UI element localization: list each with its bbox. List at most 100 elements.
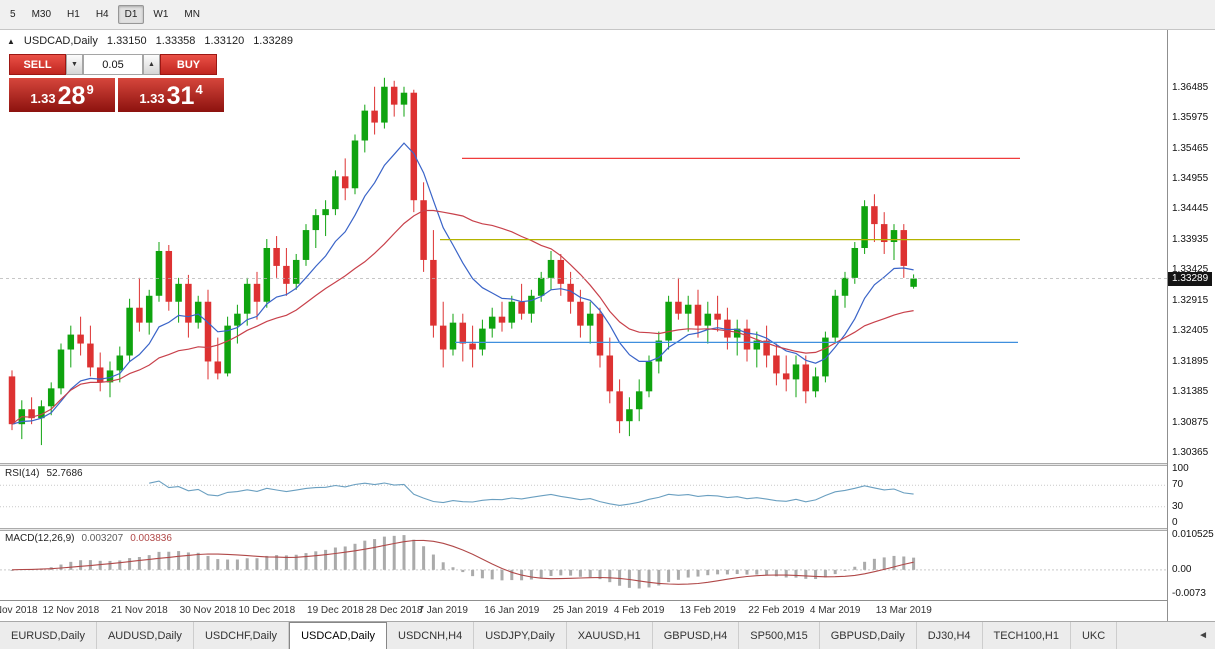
price-axis-label: 1.31895 [1172, 355, 1209, 367]
price-axis-label: 1.31385 [1172, 386, 1209, 398]
quote-row: 1.33 28 9 1.33 31 4 [9, 78, 228, 112]
macd-pane-svg[interactable] [0, 531, 1167, 600]
price-axis-label: 1.33425 [1172, 264, 1209, 276]
macd-axis-label: 0.00 [1172, 563, 1192, 575]
time-axis-label: 21 Nov 2018 [111, 605, 168, 616]
rsi-axis-label: 30 [1172, 500, 1184, 512]
chart-tab-usdchf[interactable]: USDCHF,Daily [194, 622, 290, 649]
timeframe-button-5[interactable]: 5 [10, 9, 16, 20]
time-axis-label: 7 Jan 2019 [418, 605, 468, 616]
time-axis-label: 19 Dec 2018 [307, 605, 364, 616]
candles-group [8, 77, 917, 446]
timeframe-button-w1[interactable]: W1 [153, 9, 169, 20]
price-axis: 1.36485 1.35975 1.35465 1.34955 1.34445 1.339… [1167, 30, 1215, 621]
macd-histogram [10, 535, 916, 589]
chart-tab-sp500[interactable]: SP500,M15 [739, 622, 820, 649]
time-axis-label: 25 Jan 2019 [552, 605, 608, 616]
sell-price-sup: 9 [86, 82, 94, 97]
rsi-value: 52.7686 [46, 468, 83, 479]
rsi-pane-svg[interactable] [0, 466, 1167, 528]
time-axis: 2 Nov 2018 12 Nov 2018 21 Nov 2018 30 Nov 2… [0, 600, 1167, 621]
rsi-axis-label: 100 [1172, 463, 1189, 474]
rsi-line [149, 480, 914, 506]
time-axis-label: 4 Mar 2019 [809, 605, 861, 616]
chart-tab-usdcad[interactable]: USDCAD,Daily [289, 622, 388, 649]
macd-signal-value: 0.003836 [130, 533, 172, 544]
rsi-splitter[interactable] [0, 463, 1215, 466]
rsi-pane[interactable]: RSI(14) 52.7686 [0, 466, 1167, 528]
rsi-axis-label: 70 [1172, 479, 1184, 491]
chart-tab-gbpusd[interactable]: GBPUSD,Daily [820, 622, 917, 649]
timeframe-toolbar: 5 M30 H1 H4 D1 W1 MN [0, 0, 1215, 30]
ohlc-open-value: 1.33150 [106, 35, 147, 47]
macd-main-value: 0.003207 [81, 533, 124, 544]
macd-splitter[interactable] [0, 528, 1215, 531]
symbol-title: USDCAD,Daily [23, 35, 98, 47]
ohlc-close-value: 1.33289 [253, 35, 293, 47]
macd-pane[interactable]: MACD(12,26,9) 0.003207 0.003836 [0, 531, 1167, 600]
volume-input[interactable] [83, 54, 143, 75]
price-axis-label: 1.30365 [1172, 447, 1209, 459]
chart-tab-usdjpy[interactable]: USDJPY,Daily [474, 622, 567, 649]
price-pane-svg[interactable] [0, 30, 1167, 463]
time-axis-label: 2 Nov 2018 [0, 605, 38, 616]
buy-button[interactable]: BUY [160, 54, 217, 75]
price-axis-label: 1.34445 [1172, 203, 1209, 215]
time-axis-label: 16 Jan 2019 [484, 605, 540, 616]
time-axis-label: 10 Dec 2018 [238, 605, 296, 616]
chart-tab-tech100[interactable]: TECH100,H1 [983, 622, 1071, 649]
price-axis-label: 1.35465 [1172, 142, 1209, 154]
chart-area: ▲ USDCAD,Daily 1.33150 1.33358 1.33120 1… [0, 30, 1215, 621]
timeframe-button-h1[interactable]: H1 [67, 9, 80, 20]
macd-axis-label: -0.0073 [1172, 588, 1206, 599]
chart-tab-audusd[interactable]: AUDUSD,Daily [97, 622, 194, 649]
chart-tab-gbpusd[interactable]: GBPUSD,H4 [653, 622, 740, 649]
tab-scroll-left-button[interactable]: ◄ [1198, 630, 1208, 641]
ma-fast-line [11, 142, 914, 425]
price-axis-label: 1.36485 [1172, 81, 1209, 93]
chart-tab-ukc[interactable]: UKC [1071, 622, 1118, 649]
chart-tab-usdcnh[interactable]: USDCNH,H4 [387, 622, 475, 649]
chart-tab-xauusd[interactable]: XAUUSD,H1 [567, 622, 653, 649]
macd-header: MACD(12,26,9) 0.003207 0.003836 [5, 533, 172, 544]
one-click-trade-panel: SELL ▼ ▲ BUY 1.33 28 9 1.33 31 4 [9, 54, 228, 112]
timeframe-button-h4[interactable]: H4 [95, 9, 109, 20]
timeframe-button-mn[interactable]: MN [184, 9, 200, 20]
time-axis-label: 22 Feb 2019 [748, 605, 805, 616]
symbol-header: ▲ USDCAD,Daily 1.33150 1.33358 1.33120 1… [7, 35, 293, 47]
sell-price-prefix: 1.33 [30, 91, 56, 106]
price-pane[interactable]: ▲ USDCAD,Daily 1.33150 1.33358 1.33120 1… [0, 30, 1167, 463]
price-axis-label: 1.35975 [1172, 112, 1209, 124]
collapse-panel-icon[interactable]: ▲ [7, 36, 15, 46]
buy-price-prefix: 1.33 [139, 91, 165, 106]
ohlc-high-value: 1.33358 [155, 35, 196, 47]
chart-tab-dj30[interactable]: DJ30,H4 [917, 622, 983, 649]
buy-price-main: 31 [166, 82, 195, 110]
time-axis-label: 28 Dec 2018 [365, 605, 423, 616]
trade-controls-row: SELL ▼ ▲ BUY [9, 54, 228, 75]
time-axis-label: 30 Nov 2018 [179, 605, 237, 616]
rsi-label: RSI(14) [5, 468, 40, 479]
price-axis-label: 1.30875 [1172, 416, 1209, 428]
sell-quote-box[interactable]: 1.33 28 9 [9, 78, 115, 112]
volume-decrease-button[interactable]: ▼ [66, 54, 83, 75]
price-axis-label: 1.32405 [1172, 325, 1209, 337]
macd-label: MACD(12,26,9) [5, 533, 75, 544]
timeframe-button-m30[interactable]: M30 [31, 9, 52, 20]
macd-axis-label: 0.010525 [1172, 529, 1214, 540]
price-axis-label: 1.33935 [1172, 233, 1209, 245]
timeframe-button-d1[interactable]: D1 [117, 5, 145, 24]
buy-quote-box[interactable]: 1.33 31 4 [118, 78, 224, 112]
macd-signal-line [11, 539, 914, 585]
time-axis-label: 12 Nov 2018 [42, 605, 100, 616]
buy-price-sup: 4 [195, 82, 203, 97]
chart-tabs-bar: EURUSD,Daily AUDUSD,Daily USDCHF,Daily USDC… [0, 621, 1215, 649]
chart-tab-eurusd[interactable]: EURUSD,Daily [0, 622, 97, 649]
sell-button[interactable]: SELL [9, 54, 66, 75]
time-axis-label: 13 Feb 2019 [679, 605, 736, 616]
volume-increase-button[interactable]: ▲ [143, 54, 160, 75]
current-price-tag: 1.33289 [1168, 271, 1213, 286]
sell-price-main: 28 [57, 82, 86, 110]
rsi-header: RSI(14) 52.7686 [5, 468, 83, 479]
